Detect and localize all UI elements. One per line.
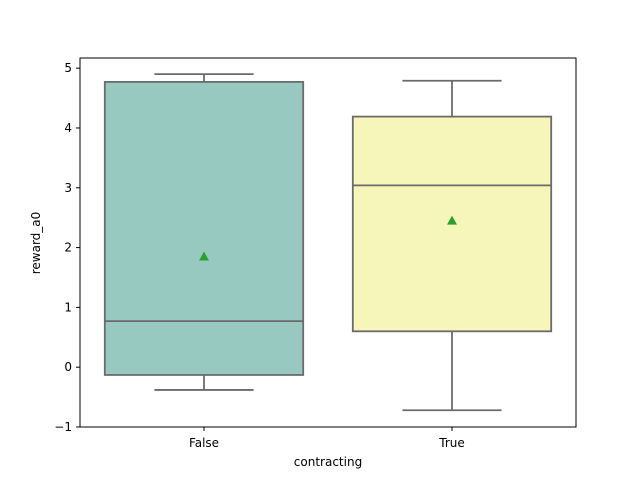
- x-tick-label: True: [438, 436, 465, 450]
- x-axis-label: contracting: [294, 455, 362, 469]
- y-tick-label: −1: [54, 420, 72, 434]
- mean-marker: [199, 251, 209, 261]
- box-false: [103, 81, 305, 376]
- y-tick-label: 2: [64, 241, 72, 255]
- y-tick-label: 4: [64, 121, 72, 135]
- y-axis-ticks: −1 0 1 2 3 4 5: [54, 61, 80, 434]
- y-axis-label: reward_a0: [29, 212, 43, 275]
- boxes-group: [103, 73, 553, 412]
- y-tick-label: 3: [64, 181, 72, 195]
- y-tick-label: 1: [64, 300, 72, 314]
- x-tick-label: False: [189, 436, 219, 450]
- mean-marker: [447, 215, 457, 225]
- x-axis-ticks: False True: [189, 427, 465, 450]
- y-tick-label: 5: [64, 61, 72, 75]
- y-tick-label: 0: [64, 360, 72, 374]
- plot-frame: [79, 57, 577, 428]
